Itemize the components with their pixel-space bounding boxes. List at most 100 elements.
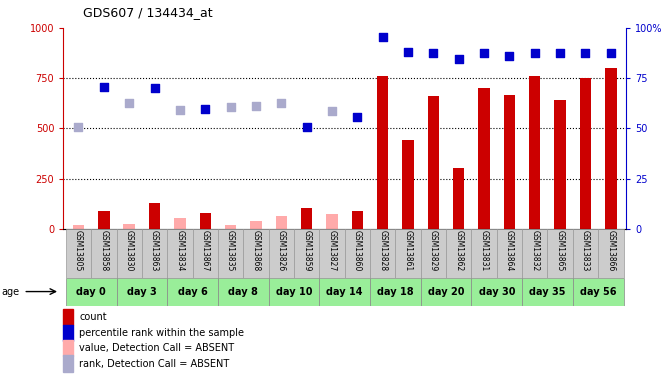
Point <box>580 50 591 56</box>
Bar <box>301 208 312 229</box>
Text: day 3: day 3 <box>127 286 157 297</box>
Bar <box>142 229 167 278</box>
Bar <box>225 225 236 229</box>
Text: GSM13833: GSM13833 <box>581 230 590 272</box>
Text: GSM13868: GSM13868 <box>252 230 260 272</box>
Text: GSM13867: GSM13867 <box>200 230 210 272</box>
Bar <box>319 229 345 278</box>
Text: day 14: day 14 <box>326 286 363 297</box>
Point <box>555 50 565 56</box>
Point <box>301 124 312 130</box>
Bar <box>250 221 262 229</box>
Text: rank, Detection Call = ABSENT: rank, Detection Call = ABSENT <box>79 358 229 369</box>
Text: GSM13858: GSM13858 <box>99 230 109 272</box>
Point <box>403 49 414 55</box>
Bar <box>218 229 243 278</box>
Point <box>250 104 261 110</box>
Bar <box>200 213 211 229</box>
Bar <box>580 78 591 229</box>
Bar <box>66 278 117 306</box>
Text: GSM13863: GSM13863 <box>150 230 159 272</box>
Bar <box>573 229 598 278</box>
Text: day 8: day 8 <box>228 286 258 297</box>
Bar <box>117 229 142 278</box>
Bar <box>91 229 117 278</box>
Text: value, Detection Call = ABSENT: value, Detection Call = ABSENT <box>79 343 234 353</box>
Bar <box>276 216 287 229</box>
Bar <box>117 278 167 306</box>
Bar <box>294 229 319 278</box>
Text: day 20: day 20 <box>428 286 464 297</box>
Text: GSM13864: GSM13864 <box>505 230 514 272</box>
Point <box>149 86 160 92</box>
Bar <box>73 225 84 229</box>
Bar <box>396 229 421 278</box>
Bar <box>192 229 218 278</box>
Bar <box>326 214 338 229</box>
Bar <box>63 340 73 356</box>
Text: GSM13829: GSM13829 <box>429 230 438 272</box>
Point <box>174 107 185 113</box>
Point <box>99 84 109 90</box>
Point <box>428 50 439 56</box>
Bar <box>421 278 472 306</box>
Bar <box>218 278 268 306</box>
Bar <box>421 229 446 278</box>
Text: day 0: day 0 <box>77 286 106 297</box>
Bar <box>167 278 218 306</box>
Text: percentile rank within the sample: percentile rank within the sample <box>79 328 244 338</box>
Bar <box>123 224 135 229</box>
Bar <box>478 88 490 229</box>
Bar <box>63 324 73 340</box>
Bar <box>446 229 472 278</box>
Bar <box>472 229 497 278</box>
Bar <box>98 211 109 229</box>
Bar <box>377 76 388 229</box>
Bar <box>370 278 421 306</box>
Bar <box>554 100 566 229</box>
Text: age: age <box>2 286 20 297</box>
Point <box>504 53 515 59</box>
Text: GDS607 / 134434_at: GDS607 / 134434_at <box>83 6 213 19</box>
Point <box>378 34 388 40</box>
Bar <box>529 76 541 229</box>
Text: day 30: day 30 <box>478 286 515 297</box>
Text: GSM13866: GSM13866 <box>606 230 615 272</box>
Bar <box>503 95 515 229</box>
Bar <box>547 229 573 278</box>
Text: day 10: day 10 <box>276 286 312 297</box>
Point <box>200 106 210 112</box>
Text: GSM13862: GSM13862 <box>454 230 464 272</box>
Text: day 18: day 18 <box>377 286 414 297</box>
Bar <box>63 309 73 325</box>
Text: GSM13832: GSM13832 <box>530 230 539 272</box>
Bar <box>268 229 294 278</box>
Text: GSM13827: GSM13827 <box>328 230 336 272</box>
Bar <box>243 229 268 278</box>
Bar <box>63 356 73 372</box>
Bar <box>472 278 522 306</box>
Text: GSM13828: GSM13828 <box>378 230 387 272</box>
Text: GSM13861: GSM13861 <box>404 230 412 272</box>
Bar <box>453 168 464 229</box>
Text: GSM13830: GSM13830 <box>125 230 134 272</box>
Text: GSM13859: GSM13859 <box>302 230 311 272</box>
Bar <box>319 278 370 306</box>
Bar <box>598 229 623 278</box>
Point <box>479 50 490 56</box>
Bar <box>352 211 363 229</box>
Text: GSM13805: GSM13805 <box>74 230 83 272</box>
Bar <box>268 278 319 306</box>
Point <box>124 100 135 106</box>
Text: GSM13826: GSM13826 <box>277 230 286 272</box>
Bar <box>66 229 91 278</box>
Bar <box>522 229 547 278</box>
Point <box>605 50 616 56</box>
Text: count: count <box>79 312 107 322</box>
Point <box>73 124 84 130</box>
Bar <box>522 278 573 306</box>
Point <box>454 56 464 62</box>
Point <box>326 108 337 114</box>
Point <box>352 114 363 120</box>
Text: GSM13865: GSM13865 <box>555 230 565 272</box>
